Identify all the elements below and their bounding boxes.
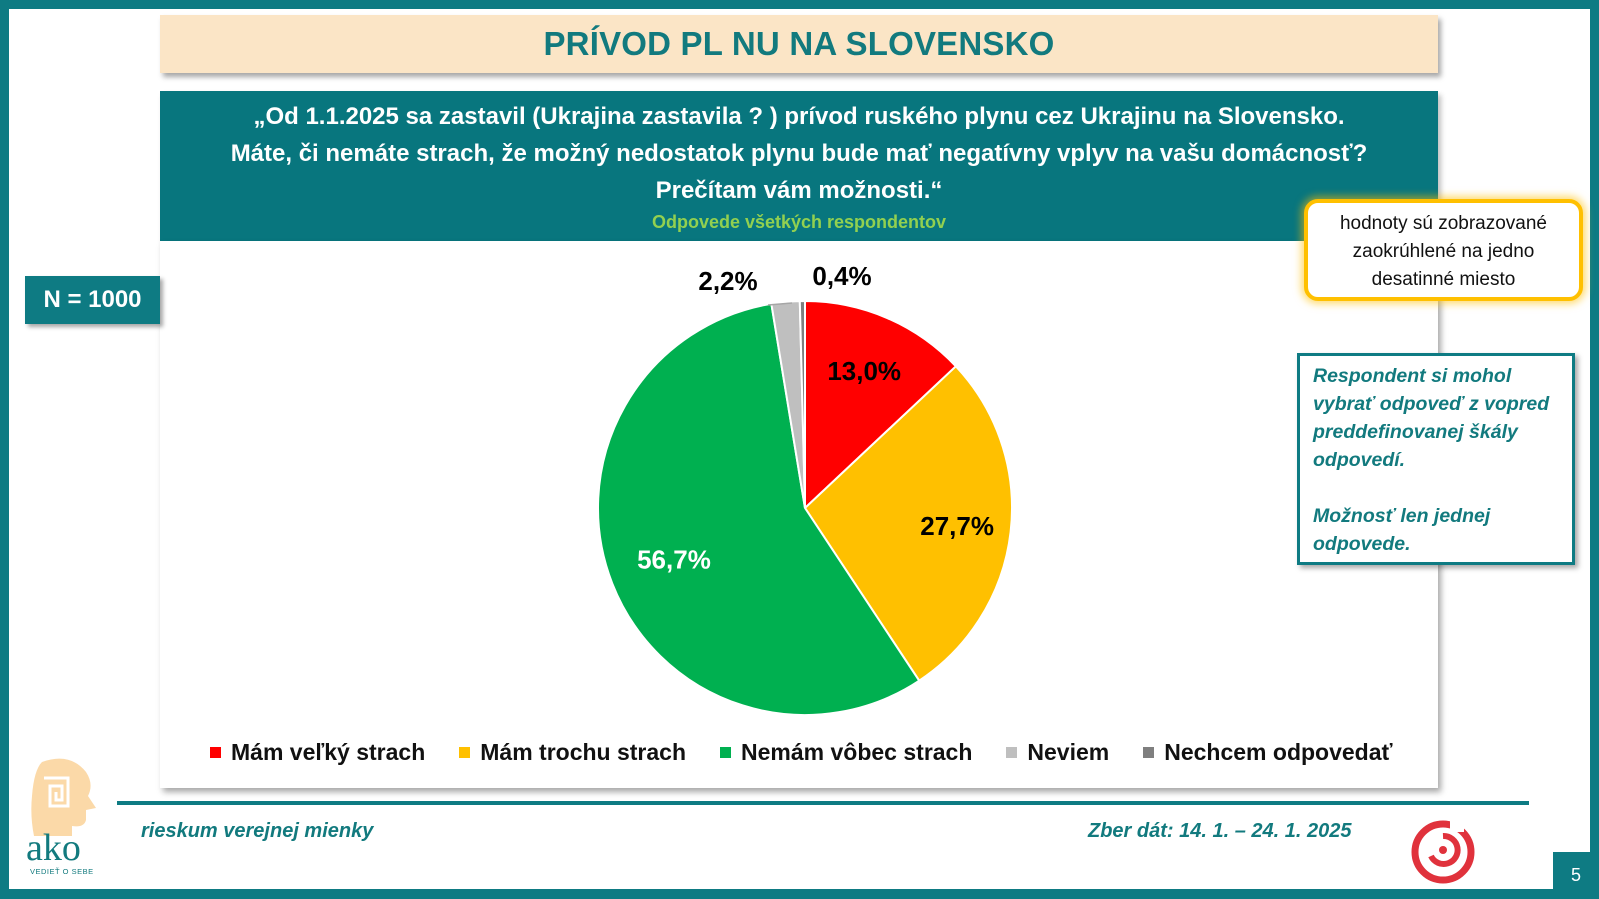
question-line-1: „Od 1.1.2025 sa zastavil (Ukrajina zasta… — [253, 103, 1345, 130]
legend-swatch-0 — [210, 746, 221, 758]
pie-slice-1 — [803, 364, 1013, 683]
rounding-note-line-3: desatinné miesto — [1371, 269, 1516, 290]
respondents-subtitle: Odpovede všetkých respondentov — [651, 212, 947, 232]
legend-item-4: Nechcem odpovedať — [1143, 738, 1393, 766]
rounding-note-line-2: zaokrúhlené na jedno — [1352, 241, 1535, 262]
legend-swatch-1 — [459, 746, 471, 758]
scale-note-text-1: Respondent si mohol vybrať odpoveď z vop… — [1313, 365, 1550, 471]
footer-date-range: Zber dát: 14. 1. – 24. 1. 2025 — [1088, 820, 1352, 842]
sample-size-badge: N = 1000 — [25, 276, 160, 324]
swirl-logo-icon — [1411, 820, 1475, 884]
legend-swatch-3 — [1006, 746, 1018, 758]
question-box: „Od 1.1.2025 sa zastavil (Ukrajina zasta… — [160, 91, 1438, 241]
leader-line-3 — [767, 302, 793, 306]
ako-logo-tagline: VEDIEŤ O SEBE — [30, 867, 94, 876]
ako-logo-text: ako — [26, 827, 81, 869]
question-line-3: Prečítam vám možnosti.“ — [655, 177, 943, 204]
legend-item-3: Neviem — [1006, 739, 1109, 766]
head-silhouette-icon — [31, 758, 97, 836]
data-label-0: 13,0% — [827, 356, 901, 386]
legend-label-1: Mám trochu strach — [480, 738, 687, 765]
question-line-2: Máte, či nemáte strach, že možný nedosta… — [230, 140, 1368, 167]
legend-item-1: Mám trochu strach — [459, 739, 686, 766]
chart-legend: Mám veľký strach Mám trochu strach Nemám v… — [210, 735, 1393, 769]
scale-note-text-2: Možnosť len jednej odpovede. — [1313, 505, 1491, 555]
page-number: 5 — [1553, 852, 1599, 899]
pie-slice-0 — [804, 299, 958, 511]
legend-label-4: Nechcem odpovedať — [1164, 738, 1393, 765]
pie-slice-2 — [597, 302, 921, 716]
ako-logo: ako VEDIEŤ O SEBE — [26, 758, 97, 876]
data-label-4: 0,4% — [812, 261, 871, 291]
maze-icon — [44, 776, 70, 808]
legend-swatch-2 — [720, 746, 732, 758]
footer-source: rieskum verejnej mienky — [141, 820, 374, 842]
legend-item-0: Mám veľký strach — [210, 739, 425, 766]
data-label-3: 2,2% — [698, 266, 757, 296]
footer-rule — [117, 801, 1529, 805]
scale-note: Respondent si mohol vybrať odpoveď z vop… — [1297, 353, 1575, 565]
legend-label-2: Nemám vôbec strach — [741, 738, 973, 765]
data-label-2: 56,7% — [637, 544, 711, 574]
legend-label-3: Neviem — [1027, 738, 1110, 765]
rounding-note-line-1: hodnoty sú zobrazované — [1339, 213, 1548, 234]
data-label-1: 27,7% — [920, 511, 994, 541]
legend-label-0: Mám veľký strach — [231, 738, 426, 765]
rounding-note: hodnoty sú zobrazované zaokrúhlené na je… — [1304, 199, 1583, 301]
legend-swatch-4 — [1143, 746, 1155, 758]
slide-title: PRÍVOD PL NU NA SLOVENSKO — [160, 15, 1438, 73]
pie-slice-4 — [798, 299, 806, 509]
legend-item-2: Nemám vôbec strach — [720, 739, 972, 766]
